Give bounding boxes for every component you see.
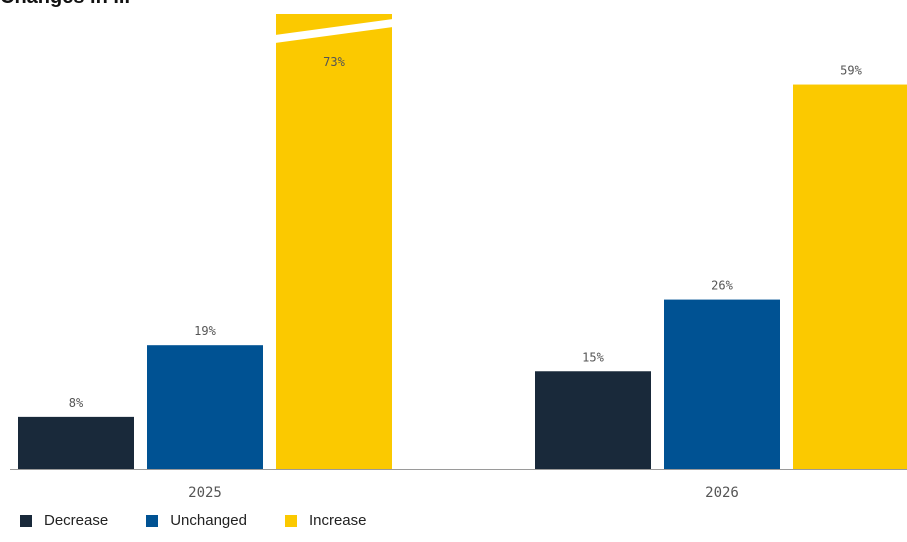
legend-label-increase: Increase: [308, 512, 367, 529]
bar-unchanged-2026: [664, 299, 780, 469]
legend-item-decrease: Decrease: [20, 512, 108, 529]
bar-unchanged-2025: [147, 345, 263, 469]
bar-increase-2026: [793, 84, 907, 469]
legend-swatch-decrease: [20, 514, 32, 527]
legend-label-unchanged: Unchanged: [170, 512, 247, 529]
data-label-unchanged-2026: 26%: [711, 279, 733, 293]
bar-decrease-2025: [18, 416, 134, 469]
bar-decrease-2026: [535, 371, 651, 469]
legend-swatch-unchanged: [146, 514, 159, 527]
chart-title-cropped: Changes in ...: [0, 0, 907, 14]
data-label-increase-2026: 59%: [840, 64, 862, 78]
legend-item-unchanged: Unchanged: [146, 512, 247, 529]
data-label-decrease-2026: 15%: [582, 350, 604, 364]
bar-increase-2025: [276, 14, 392, 469]
legend-item-increase: Increase: [284, 512, 367, 529]
data-label-unchanged-2025: 19%: [194, 324, 216, 338]
legend-swatch-increase: [284, 514, 297, 527]
axis-break-increase-2025: [275, 19, 393, 43]
data-label-increase-2025: 73%: [323, 55, 345, 69]
data-label-decrease-2025: 8%: [69, 396, 84, 410]
legend: Decrease Unchanged Increase: [20, 512, 404, 529]
x-tick-label-2025: 2025: [188, 485, 222, 501]
x-tick-label-2026: 2026: [705, 485, 739, 501]
legend-label-decrease: Decrease: [44, 512, 109, 529]
